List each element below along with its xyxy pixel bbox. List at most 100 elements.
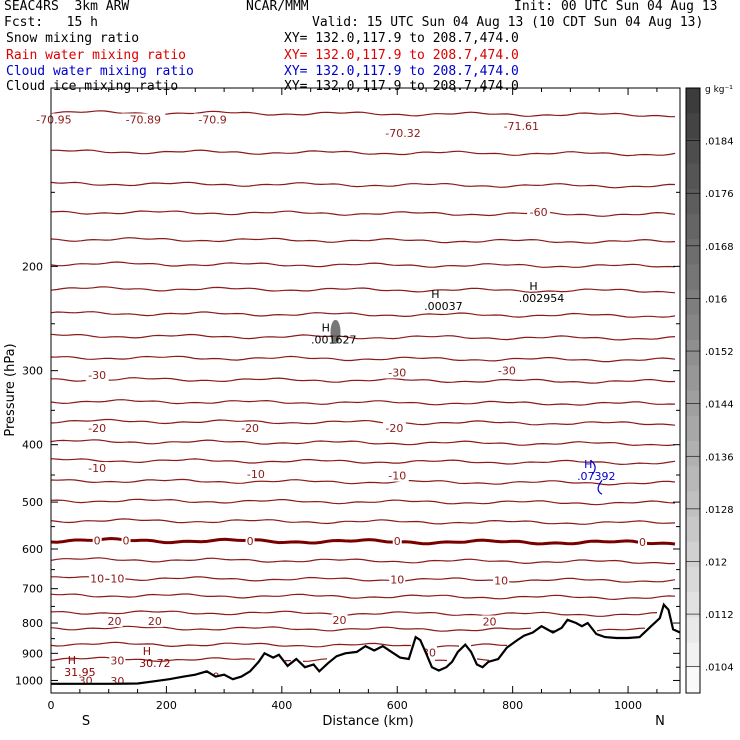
- y-tick-label: 400: [22, 439, 43, 452]
- contour-label: 10: [390, 573, 404, 586]
- colorbar-segment: [686, 491, 700, 518]
- colorbar-segment: [686, 617, 700, 644]
- x-tick-label: 800: [502, 699, 523, 712]
- contour-label-bg: [109, 572, 126, 585]
- colorbar-frame: [685, 87, 701, 694]
- temperature-contour: [50, 237, 676, 244]
- temperature-contour: [50, 557, 676, 565]
- high-value-label: 31.95: [64, 666, 96, 679]
- contour-label: 30: [110, 654, 124, 667]
- colorbar-label: .0152: [705, 347, 734, 358]
- temperature-contour: [50, 439, 676, 447]
- colorbar-segment: [686, 239, 700, 265]
- colorbar-segment: [686, 214, 700, 240]
- high-value-label: .002954: [519, 292, 565, 305]
- terrain-surface-line: [51, 602, 681, 685]
- contour-label: -60: [530, 206, 548, 219]
- contour-label-bg: [244, 467, 268, 480]
- y-tick-label: 700: [22, 583, 43, 596]
- y-tick-label: 1000: [15, 674, 43, 687]
- contour-label-bg: [637, 536, 647, 549]
- contour-label: -20: [88, 422, 106, 435]
- temperature-contour: [50, 210, 676, 217]
- temperature-contour: [51, 377, 676, 384]
- field-snow-name: Snow mixing ratio: [6, 31, 140, 46]
- colorbar-segment: [686, 163, 700, 190]
- colorbar-segment: [686, 466, 700, 492]
- contour-label-bg: [146, 615, 163, 628]
- contour-label: 0: [639, 536, 646, 549]
- y-axis-label: Pressure (hPa): [3, 343, 18, 436]
- colorbar-label: .0168: [705, 242, 734, 253]
- colorbar-label: .0128: [705, 505, 734, 516]
- contour-label: -70.89: [126, 113, 161, 126]
- contour-label: 10: [110, 573, 124, 586]
- x-tick-label: 200: [156, 699, 177, 712]
- contour-label-bg: [481, 615, 498, 628]
- x-tick-label: 400: [271, 699, 292, 712]
- high-marker: H: [431, 288, 439, 301]
- high-value-label: 30.72: [139, 657, 171, 670]
- plot-frame: [50, 87, 681, 694]
- contour-label-bg: [495, 364, 519, 377]
- contour-label-bg: [85, 462, 109, 475]
- colorbar-segment: [686, 188, 700, 215]
- header-line2-left: Fcst: 15 h: [4, 15, 98, 30]
- header-line2-right: Valid: 15 UTC Sun 04 Aug 13 (10 CDT Sun …: [312, 15, 704, 30]
- contour-label-bg: [121, 113, 166, 126]
- contour-label-bg: [499, 120, 544, 133]
- plot-area: -70.95 -70.89 -70.9 -70.32 -71.61 -60 -30 -30 -3…: [31, 110, 676, 688]
- contour-label-bg: [85, 368, 109, 381]
- snow-mixing-blob: [330, 319, 341, 344]
- contour-label: -30: [388, 366, 406, 379]
- high-marker: H: [68, 654, 76, 667]
- field-cloud-ice-name: Cloud ice mixing ratio: [6, 79, 179, 94]
- temperature-contour: [50, 418, 676, 426]
- header-line1-right: Init: 00 UTC Sun 04 Aug 13: [514, 0, 718, 14]
- colorbar-segment: [686, 516, 700, 543]
- colorbar-segment: [686, 415, 700, 442]
- high-marker: H: [529, 280, 537, 293]
- cloud-water-contour: [590, 459, 603, 495]
- colorbar-label: .0144: [705, 400, 734, 411]
- contour-label-bg: [245, 535, 255, 548]
- colorbar-segment: [686, 541, 700, 568]
- header-line1-left: SEAC4RS 3km ARW: [4, 0, 130, 14]
- colorbar-segment: [686, 642, 700, 669]
- temperature-contour: [50, 355, 676, 363]
- contour-label: -20: [241, 422, 259, 435]
- contour-label: -70.32: [385, 127, 420, 140]
- contour-label-bg: [109, 654, 126, 667]
- field-cloud-ice-xy: XY= 132.0,117.9 to 208.7,474.0: [284, 79, 519, 94]
- colorbar-segment: [686, 264, 700, 291]
- colorbar-segment: [686, 667, 700, 694]
- contour-label-bg: [331, 613, 348, 626]
- temperature-contour: [51, 576, 676, 583]
- contour-label-bg: [527, 206, 551, 219]
- high-marker: H: [322, 322, 330, 335]
- colorbar-label: .0112: [705, 610, 734, 621]
- right-end-label: N: [655, 714, 665, 729]
- high-value-label: .00037: [424, 300, 463, 313]
- contour-label: -70.95: [36, 113, 71, 126]
- x-axis-label: Distance (km): [322, 714, 413, 729]
- colorbar-segment: [686, 440, 700, 467]
- field-rain-xy: XY= 132.0,117.9 to 208.7,474.0: [284, 48, 519, 63]
- temperature-contour: [50, 641, 508, 649]
- header-line1-center: NCAR/MMM: [246, 0, 309, 14]
- temperature-contour: [50, 478, 676, 486]
- contour-label: 20: [483, 615, 497, 628]
- contour-label: 0: [123, 534, 130, 547]
- colorbar-segment: [686, 138, 700, 165]
- contour-label-bg: [389, 573, 406, 586]
- colorbar-label: .0184: [705, 137, 734, 148]
- x-tick-label: 600: [387, 699, 408, 712]
- colorbar-segment: [686, 289, 700, 316]
- contour-label: -10: [88, 462, 106, 475]
- colorbar-segment: [686, 113, 700, 139]
- colorbar-label: .0176: [705, 189, 734, 200]
- contour-label: -10: [247, 468, 265, 481]
- contour-label-bg: [381, 126, 426, 139]
- temperature-contour: [50, 536, 676, 546]
